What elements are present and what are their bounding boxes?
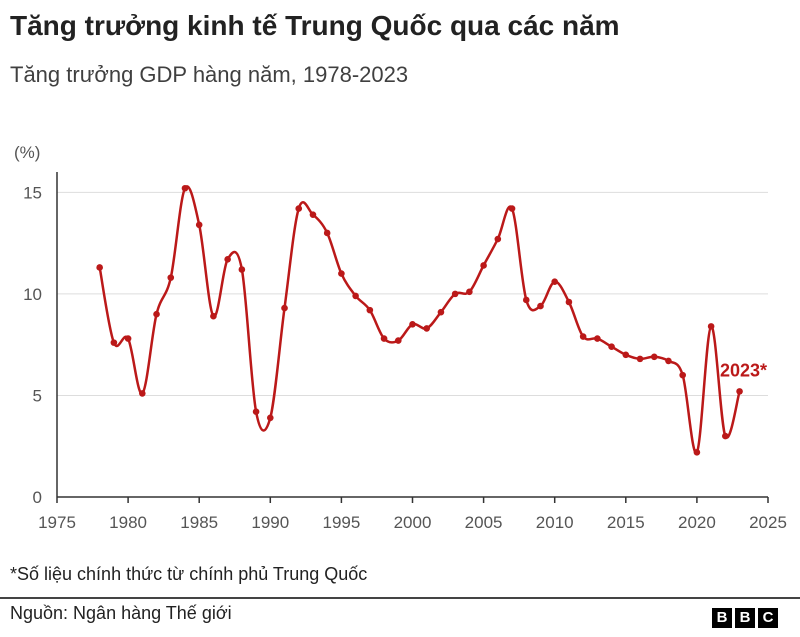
data-point (309, 211, 317, 218)
data-point (167, 274, 175, 281)
x-tick-label: 1995 (322, 513, 360, 532)
data-point (494, 235, 502, 243)
data-point (124, 335, 132, 342)
x-tick-label: 2020 (678, 513, 716, 532)
data-point (409, 321, 416, 328)
data-point (480, 262, 487, 269)
chart-subtitle: Tăng trưởng GDP hàng năm, 1978-2023 (10, 62, 409, 87)
data-point (537, 302, 544, 310)
data-point (608, 343, 615, 350)
data-point (679, 371, 686, 379)
axes: 0 5 10 15 1975 1980 1985 1990 1995 2000 2005 2010 20… (23, 172, 787, 532)
data-point (139, 390, 146, 397)
data-point (323, 229, 331, 237)
data-point (380, 335, 388, 342)
gdp-growth-line (98, 185, 741, 454)
data-point (508, 205, 516, 212)
data-point (295, 205, 303, 212)
data-point (665, 357, 672, 365)
y-unit-label: (%) (14, 143, 40, 162)
series-line (98, 185, 741, 454)
data-point (622, 351, 630, 359)
data-point (707, 323, 715, 330)
data-point (423, 325, 431, 332)
data-point (693, 449, 701, 456)
source-note: Nguồn: Ngân hàng Thế giới (10, 603, 232, 623)
x-tick-label: 2010 (536, 513, 574, 532)
x-tick-label: 1990 (251, 513, 289, 532)
footnote: *Số liệu chính thức từ chính phủ Trung Q… (10, 564, 368, 584)
data-point (522, 296, 530, 304)
data-point (252, 408, 260, 415)
data-point (579, 333, 587, 340)
y-tick-label: 0 (33, 488, 42, 507)
data-point (352, 292, 359, 300)
data-point (722, 432, 729, 440)
y-tick-label: 5 (33, 386, 42, 405)
annotation-2023: 2023* (720, 360, 767, 380)
data-point (210, 312, 217, 320)
data-point (110, 339, 118, 346)
data-point (366, 306, 374, 314)
logo-letter: B (735, 608, 755, 628)
data-point (736, 388, 743, 395)
data-point (551, 278, 558, 285)
x-tick-label: 1980 (109, 513, 147, 532)
data-point (338, 270, 345, 277)
data-point (594, 335, 601, 342)
data-point (224, 256, 231, 263)
data-point (153, 310, 160, 318)
gdp-growth-line-chart: (%) 0 5 10 15 1975 1980 1985 1990 1995 2000 2005 20… (14, 143, 787, 532)
data-point (466, 288, 473, 296)
data-point (238, 266, 246, 273)
x-tick-label: 1985 (180, 513, 218, 532)
bbc-logo: B B C (712, 608, 778, 628)
data-point (650, 353, 658, 361)
logo-letter: B (712, 608, 732, 628)
logo-letter: C (758, 608, 778, 628)
chart-title: Tăng trưởng kinh tế Trung Quốc qua các n… (10, 10, 620, 41)
data-point (195, 221, 203, 229)
data-point (181, 184, 189, 192)
data-point (451, 290, 459, 298)
x-tick-label: 2025 (749, 513, 787, 532)
data-point (394, 337, 402, 344)
data-point (96, 264, 103, 271)
x-tick-label: 2000 (394, 513, 432, 532)
data-point (267, 414, 274, 422)
gridlines (57, 191, 768, 396)
y-tick-label: 15 (23, 183, 42, 202)
data-points (96, 184, 743, 456)
data-point (636, 355, 644, 363)
data-point (281, 304, 288, 312)
data-point (565, 298, 573, 306)
x-tick-label: 2015 (607, 513, 645, 532)
y-tick-label: 10 (23, 285, 42, 304)
data-point (437, 308, 445, 316)
x-tick-label: 2005 (465, 513, 503, 532)
x-tick-label: 1975 (38, 513, 76, 532)
footer-divider (0, 597, 800, 599)
